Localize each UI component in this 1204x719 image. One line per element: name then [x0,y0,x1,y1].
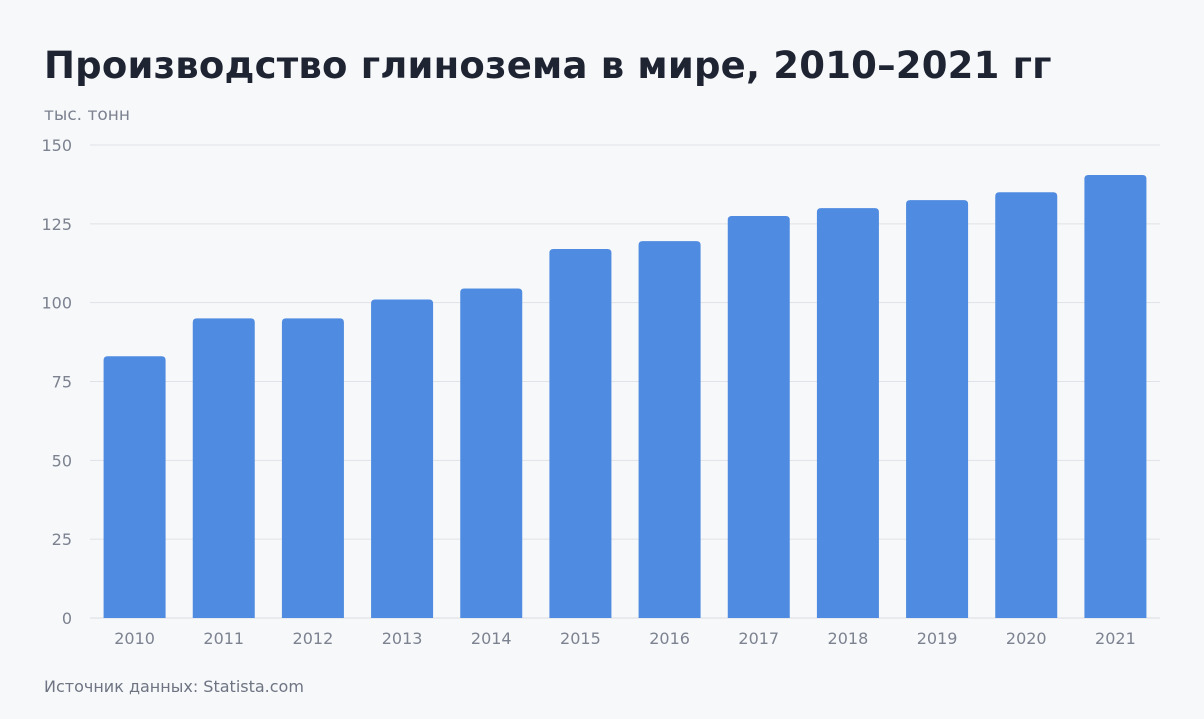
x-tick-label: 2012 [293,629,334,648]
y-tick-label: 25 [52,530,72,549]
y-tick-label: 100 [41,294,72,313]
bar-2014 [460,288,523,618]
x-tick-label: 2013 [382,629,423,648]
x-tick-label: 2015 [560,629,601,648]
source-note: Источник данных: Statista.com [44,677,304,696]
bar-2017 [727,215,790,618]
x-tick-label: 2017 [738,629,779,648]
bars [103,174,1147,619]
y-tick-label: 0 [62,609,72,628]
x-tick-label: 2016 [649,629,690,648]
bar-2020 [995,192,1058,619]
bar-2015 [549,249,612,618]
y-tick-label: 75 [52,373,72,392]
bar-2016 [638,241,701,618]
x-tick-labels: 2010 2011 2012 2013 2014 2015 2016 2017 2018 2019… [114,629,1136,648]
bar-2011 [192,318,255,618]
chart-title: Производство глинозема в мире, 2010–2021… [44,44,1052,87]
x-tick-label: 2014 [471,629,512,648]
y-axis-label: тыс. тонн [44,105,131,125]
y-tick-label: 50 [52,451,72,470]
x-tick-label: 2020 [1006,629,1047,648]
bar-2021 [1084,174,1147,618]
y-tick-label: 150 [41,136,72,155]
bar-2018 [816,208,879,619]
bar-2013 [371,299,434,618]
grid-lines [90,144,1160,619]
y-tick-labels: 0 25 50 75 100 125 150 [41,136,72,628]
y-tick-label: 125 [41,215,72,234]
x-tick-label: 2019 [917,629,958,648]
x-tick-label: 2010 [114,629,155,648]
x-tick-label: 2018 [828,629,869,648]
x-tick-label: 2021 [1095,629,1136,648]
bar-2012 [281,318,344,618]
bar-2010 [103,356,166,618]
bar-2019 [906,200,969,618]
x-tick-label: 2011 [203,629,244,648]
